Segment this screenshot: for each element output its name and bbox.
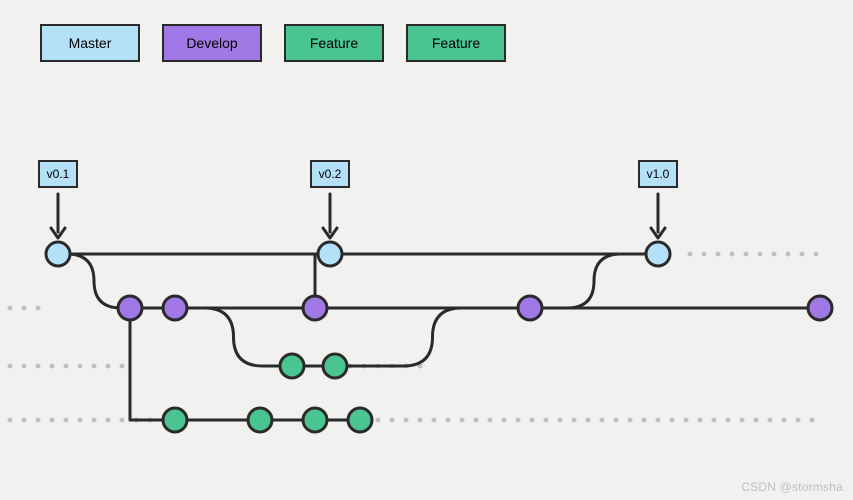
legend-box-feature-2: Feature <box>284 24 384 62</box>
legend-box-master-0: Master <box>40 24 140 62</box>
legend-box-develop-1: Develop <box>162 24 262 62</box>
legend-box-feature-3: Feature <box>406 24 506 62</box>
legend-label: Develop <box>186 35 237 51</box>
version-tag-label: v0.1 <box>47 167 70 181</box>
version-tag-label: v0.2 <box>319 167 342 181</box>
legend-label: Master <box>69 35 112 51</box>
legend: Master Develop Feature Feature <box>40 24 506 62</box>
git-graph-svg <box>0 0 853 500</box>
watermark-text: CSDN @stormsha <box>741 480 843 494</box>
legend-label: Feature <box>310 35 358 51</box>
version-tag: v0.2 <box>310 160 350 188</box>
version-tag: v0.1 <box>38 160 78 188</box>
version-tag: v1.0 <box>638 160 678 188</box>
diagram-canvas: Master Develop Feature Feature v0.1 v0.2 v1.0… <box>0 0 853 500</box>
legend-label: Feature <box>432 35 480 51</box>
version-tag-label: v1.0 <box>647 167 670 181</box>
